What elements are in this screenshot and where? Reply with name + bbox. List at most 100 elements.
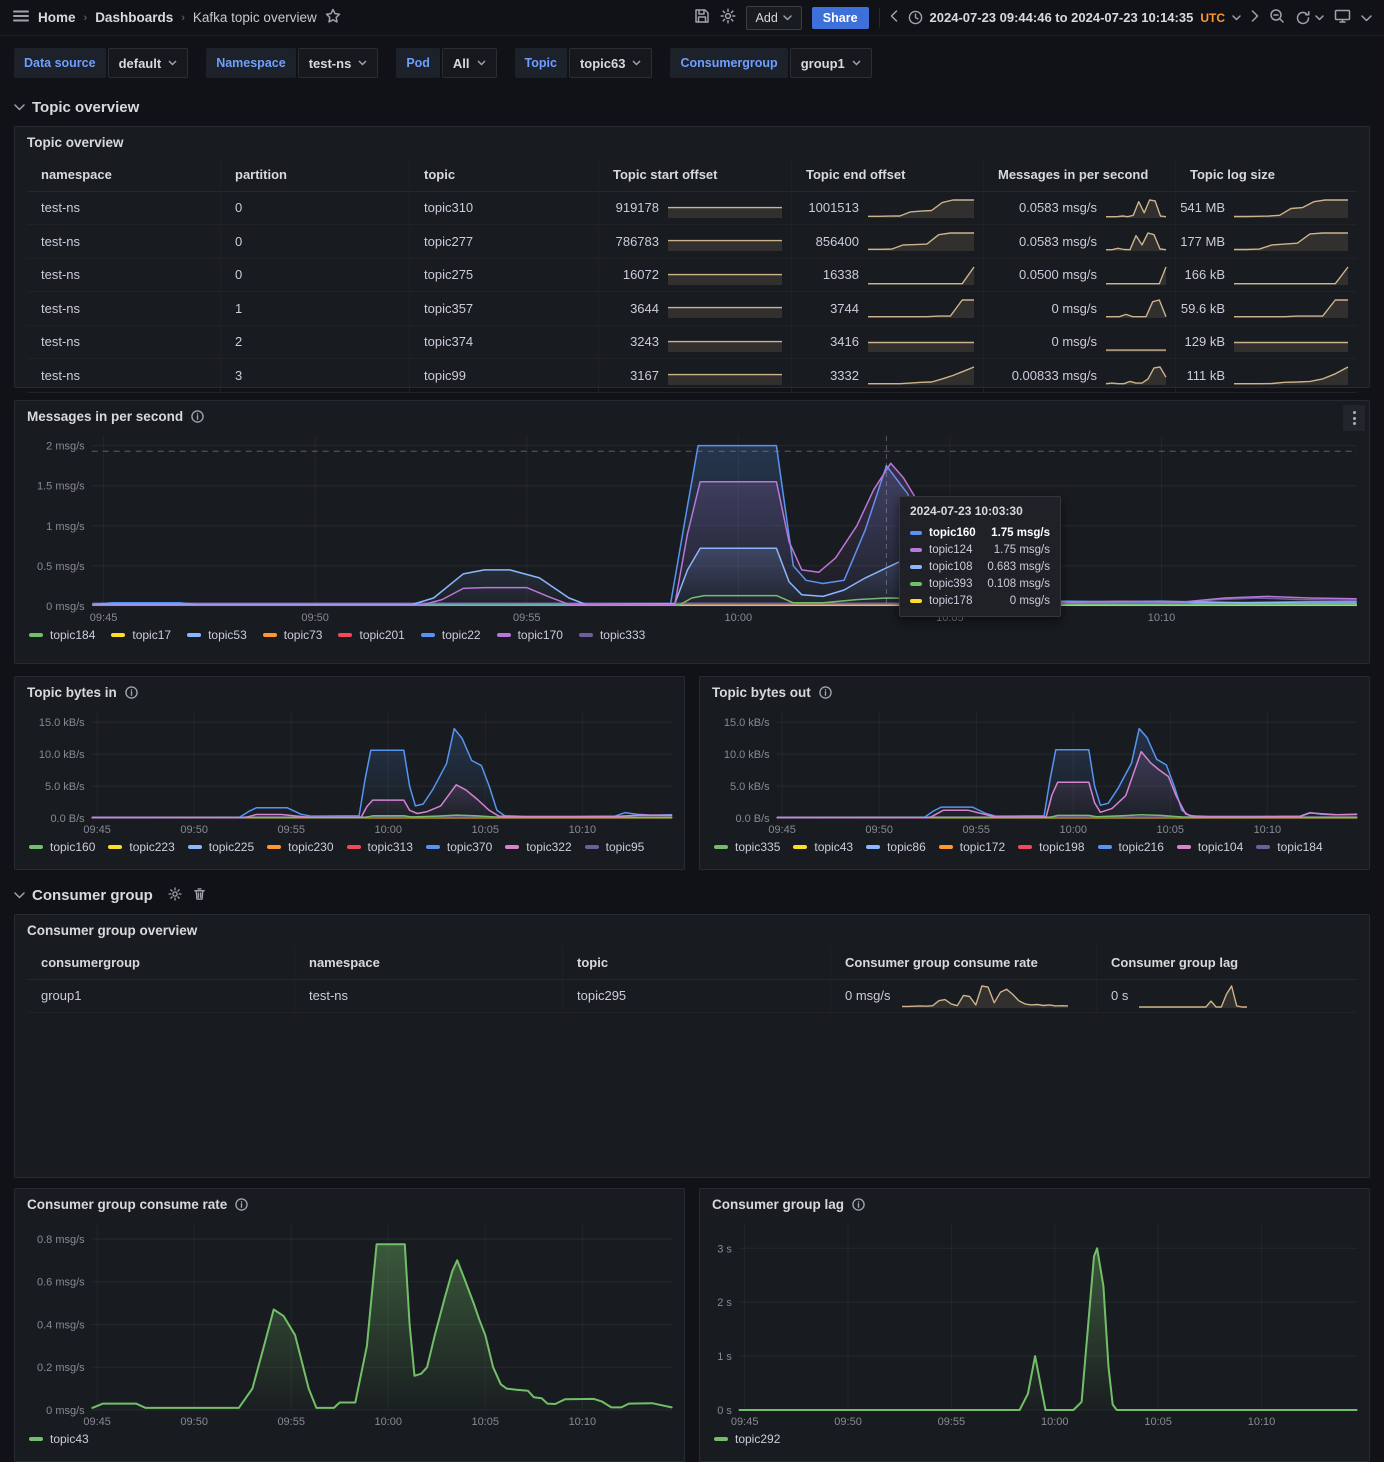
filter-value-dropdown[interactable]: topic63	[568, 48, 653, 78]
cell-consume-rate: 0 msg/s	[831, 979, 1097, 1012]
legend-item-topic335[interactable]: topic335	[714, 840, 780, 854]
legend-item-topic230[interactable]: topic230	[267, 840, 334, 854]
legend-item-topic198[interactable]: topic198	[1018, 840, 1085, 854]
column-header[interactable]: namespace	[295, 946, 563, 979]
filter-value-dropdown[interactable]: group1	[789, 48, 872, 78]
top-nav-bar: Home › Dashboards › Kafka topic overview…	[0, 0, 1384, 36]
cell-topic-start-offset: 3167	[599, 359, 792, 392]
time-range-forward-icon[interactable]	[1251, 10, 1259, 25]
zoom-out-icon[interactable]	[1269, 8, 1285, 27]
refresh-icon[interactable]	[1295, 10, 1324, 26]
sparkline	[1105, 331, 1167, 353]
panel-title[interactable]: Topic overview	[27, 135, 124, 150]
filter-label[interactable]: Topic	[514, 48, 567, 78]
column-header[interactable]: Consumer group lag	[1111, 954, 1239, 970]
svg-text:10:10: 10:10	[569, 1416, 597, 1428]
filter-label[interactable]: Namespace	[206, 48, 296, 78]
filter-value-dropdown[interactable]: test-ns	[297, 48, 379, 78]
time-range-back-icon[interactable]	[890, 10, 898, 25]
legend-item-topic225[interactable]: topic225	[187, 840, 254, 854]
legend-item-topic73[interactable]: topic73	[262, 628, 322, 642]
legend-item-topic22[interactable]: topic22	[420, 628, 481, 642]
legend-item-topic184[interactable]: topic184	[29, 628, 95, 642]
section-title[interactable]: Consumer group	[32, 886, 153, 904]
time-range-picker[interactable]: 2024-07-23 09:44:46 to 2024-07-23 10:14:…	[908, 10, 1241, 25]
add-button[interactable]: Add	[745, 5, 802, 30]
panel-title[interactable]: Consumer group lag	[700, 1189, 1369, 1216]
legend-item-topic223[interactable]: topic223	[108, 840, 175, 854]
column-header[interactable]: Topic end offset	[792, 158, 984, 191]
filter-value-dropdown[interactable]: default	[107, 48, 189, 78]
legend-item-topic184[interactable]: topic184	[1256, 840, 1323, 854]
time-range-text: 2024-07-23 09:44:46 to 2024-07-23 10:14:…	[929, 10, 1194, 25]
legend-item-topic104[interactable]: topic104	[1176, 840, 1243, 854]
sparkline	[667, 364, 783, 386]
column-header[interactable]: partition	[221, 158, 410, 191]
column-header[interactable]: consumergroup	[27, 946, 295, 979]
breadcrumb-dashboards[interactable]: Dashboards	[95, 10, 174, 25]
hamburger-menu-icon[interactable]	[12, 7, 30, 28]
filter-value-dropdown[interactable]: All	[441, 48, 497, 78]
legend-item-topic43[interactable]: topic43	[793, 840, 853, 854]
panel-title[interactable]: Consumer group overview	[27, 923, 198, 938]
column-header[interactable]: Topic log size	[1190, 166, 1275, 182]
lag-chart[interactable]: 09:45 09:50 09:55 10:00 10:05 10:10 0 s 1 s 2 s 3…	[704, 1216, 1365, 1430]
legend-swatch	[1097, 845, 1112, 849]
filter-label[interactable]: Consumergroup	[670, 48, 788, 78]
tooltip-series-value: 0 msg/s	[1009, 594, 1050, 607]
legend-item-topic172[interactable]: topic172	[938, 840, 1005, 854]
column-header[interactable]: topic	[563, 946, 831, 979]
filter-label[interactable]: Data source	[14, 48, 106, 78]
column-header[interactable]: topic	[410, 158, 599, 191]
legend-item-topic95[interactable]: topic95	[584, 840, 644, 854]
legend-swatch	[108, 845, 123, 849]
legend-item-topic43[interactable]: topic43	[29, 1432, 89, 1446]
legend-item-topic322[interactable]: topic322	[505, 840, 572, 854]
breadcrumb-home[interactable]: Home	[38, 10, 76, 25]
panel-title[interactable]: Consumer group consume rate	[15, 1189, 684, 1216]
legend-item-topic53[interactable]: topic53	[187, 628, 247, 642]
legend-item-topic370[interactable]: topic370	[425, 840, 492, 854]
panel-title[interactable]: Messages in per second	[15, 401, 1369, 428]
save-dashboard-icon[interactable]	[694, 8, 710, 27]
legend-item-topic17[interactable]: topic17	[111, 628, 171, 642]
legend-item-topic170[interactable]: topic170	[496, 628, 563, 642]
sparkline	[1105, 364, 1167, 386]
legend-item-topic216[interactable]: topic216	[1097, 840, 1164, 854]
cell-topic-end-offset: 3416	[792, 325, 984, 358]
filter-topic: Topic topic63	[514, 48, 653, 78]
share-button[interactable]: Share	[811, 6, 869, 29]
cell-topic: topic275	[410, 258, 599, 291]
favorite-star-icon[interactable]	[325, 8, 341, 27]
messages-chart[interactable]: 09:45 09:50 09:55 10:00 10:05 10:10 0 msg/s 0.5…	[19, 428, 1365, 626]
section-settings-gear-icon[interactable]	[168, 886, 182, 904]
tooltip-series-row: topic393 0.108 msg/s	[910, 575, 1050, 592]
topic-bytes-out-chart[interactable]: 09:45 09:50 09:55 10:00 10:05 10:10 0.0 B/s 5.0…	[704, 704, 1365, 838]
legend-item-topic86[interactable]: topic86	[866, 840, 926, 854]
table-row: test-ns 1 topic357 3644 3744 0 msg/s 59.6 kB	[27, 292, 1357, 326]
dashboard-settings-icon[interactable]	[719, 8, 736, 27]
nav-collapse-chevron-icon[interactable]	[1361, 11, 1372, 25]
tv-mode-icon[interactable]	[1334, 8, 1351, 27]
legend-item-topic292[interactable]: topic292	[714, 1432, 780, 1446]
column-header[interactable]: namespace	[27, 158, 221, 191]
column-header[interactable]: Topic start offset	[599, 158, 792, 191]
panel-title[interactable]: Topic bytes in	[15, 677, 684, 704]
section-delete-trash-icon[interactable]	[193, 887, 206, 904]
panel-title[interactable]: Topic bytes out	[700, 677, 1369, 704]
legend-item-topic160[interactable]: topic160	[29, 840, 95, 854]
column-header[interactable]: Consumer group consume rate	[831, 946, 1097, 979]
filter-label[interactable]: Pod	[396, 48, 440, 78]
legend-label: topic170	[517, 628, 563, 642]
legend-item-topic313[interactable]: topic313	[346, 840, 413, 854]
tooltip-series-value: 1.75 msg/s	[993, 543, 1050, 556]
section-title[interactable]: Topic overview	[32, 98, 140, 116]
sparkline	[1105, 297, 1167, 319]
panel-menu-kebab-icon[interactable]	[1343, 405, 1365, 431]
svg-text:09:50: 09:50	[180, 824, 208, 836]
legend-item-topic333[interactable]: topic333	[578, 628, 645, 642]
topic-bytes-in-chart[interactable]: 09:45 09:50 09:55 10:00 10:05 10:10 0.0 B/s 5.0…	[19, 704, 680, 838]
legend-item-topic201[interactable]: topic201	[338, 628, 405, 642]
column-header[interactable]: Messages in per second	[984, 158, 1176, 191]
consume-rate-chart[interactable]: 09:45 09:50 09:55 10:00 10:05 10:10 0 msg/s 0.2…	[19, 1216, 680, 1430]
